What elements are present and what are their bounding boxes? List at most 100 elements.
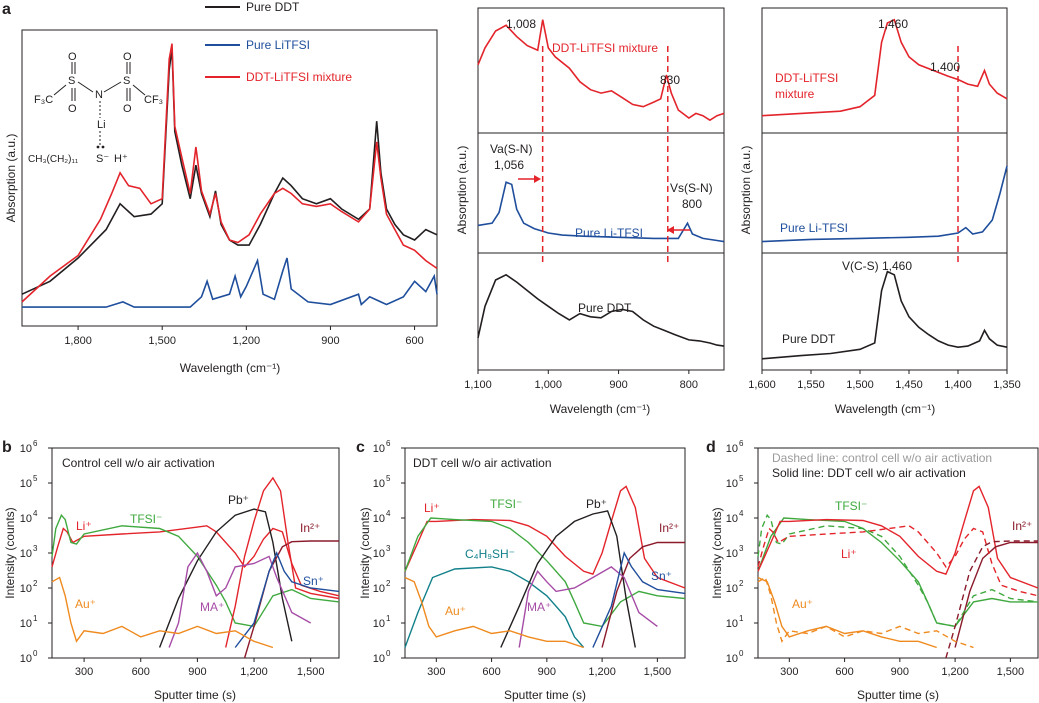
b-x-tick-label: 600 xyxy=(132,666,150,678)
a2-x-tick-label: 900 xyxy=(609,379,627,391)
a2-annotation-va-2: 1,056 xyxy=(494,158,524,172)
c-series-group xyxy=(404,485,686,649)
c-label-sn: Sn⁺ xyxy=(651,569,672,583)
d-y-tick-exponent: 6 xyxy=(739,439,744,448)
structure-li: Li xyxy=(97,119,106,131)
b-y-tick-exponent: 4 xyxy=(33,509,38,518)
c-series-au xyxy=(404,576,584,649)
b-y-tick-label: 10 xyxy=(20,618,32,630)
a1-series-pure-ddt xyxy=(21,48,438,295)
a3-y-axis-label: Absorption (a.u.) xyxy=(739,146,753,235)
structure-o3: O xyxy=(123,51,132,63)
b-title: Control cell w/o air activation xyxy=(62,456,215,470)
a3-x-tick-label: 1,550 xyxy=(797,379,825,391)
d-label-au: Au⁺ xyxy=(792,597,813,611)
c-y-axis-label: Intensity (counts) xyxy=(358,507,372,598)
d-y-tick-label: 10 xyxy=(726,478,738,490)
a3-x-axis-label: Wavelength (cm⁻¹) xyxy=(835,402,936,416)
c-title: DDT cell w/o air activation xyxy=(413,456,552,470)
d-x-tick-label: 600 xyxy=(835,666,853,678)
a1-x-tick-label: 1,800 xyxy=(64,335,92,347)
c-y-tick-exponent: 0 xyxy=(386,649,391,658)
b-y-tick-label: 10 xyxy=(20,513,32,525)
b-y-tick-label: 10 xyxy=(20,478,32,490)
d-y-tick-label: 10 xyxy=(726,513,738,525)
d-series-li-dashed xyxy=(757,525,1039,597)
b-series-in xyxy=(225,476,340,648)
a3-annotation-mixture-1: DDT-LiTFSI xyxy=(775,71,838,85)
d-y-tick-exponent: 3 xyxy=(739,544,744,553)
b-y-tick-exponent: 5 xyxy=(33,474,38,483)
structure-s1: S xyxy=(68,75,75,87)
d-x-ticks: 300 600 900 1,200 1,500 xyxy=(780,658,1024,678)
d-y-tick-label: 10 xyxy=(726,548,738,560)
a2-annotation-mixture: DDT-LiTFSI mixture xyxy=(552,41,658,55)
b-y-axis-label: Intensity (counts) xyxy=(3,507,17,598)
structure-cf3-right: CF₃ xyxy=(144,94,163,106)
b-label-li: Li⁺ xyxy=(76,519,92,533)
d-label-li: Li⁺ xyxy=(841,547,857,561)
d-y-tick-label: 10 xyxy=(726,583,738,595)
structure-o2: O xyxy=(68,103,77,115)
a3-frame xyxy=(761,7,1008,371)
d-series-li xyxy=(757,485,1039,589)
a3-x-tick-label: 1,600 xyxy=(748,379,776,391)
b-series-group xyxy=(51,476,340,659)
litfsi-structure-drawing: F₃C S O O N S O O CF₃ Li CH₃(CH₂)₁₁ S⁻ H… xyxy=(28,51,163,165)
c-series-pb xyxy=(500,510,636,648)
a1-x-tick-label: 900 xyxy=(321,335,339,347)
a2-series-pure-li-tfsi xyxy=(477,181,725,243)
b-series-ma xyxy=(168,551,312,648)
a3-annotation-litfsi: Pure Li-TFSI xyxy=(780,221,848,235)
a1-x-tick-label: 600 xyxy=(405,335,423,347)
structure-n: N xyxy=(95,89,103,101)
a2-dashed-markers xyxy=(541,46,669,263)
c-x-axis-label: Sputter time (s) xyxy=(504,688,586,702)
d-y-tick-label: 10 xyxy=(726,443,738,455)
structure-s-minus: S⁻ xyxy=(96,153,109,165)
a1-x-ticks: 1,800 1,500 1,200 900 600 xyxy=(64,326,424,347)
b-y-tick-exponent: 0 xyxy=(33,649,38,658)
c-x-tick-label: 1,500 xyxy=(644,666,672,678)
c-y-tick-label: 10 xyxy=(373,618,385,630)
b-y-tick-label: 10 xyxy=(20,443,32,455)
b-x-tick-label: 1,500 xyxy=(297,666,325,678)
legend-label-mixture: DDT-LiTFSI mixture xyxy=(246,70,352,84)
c-series-c-h-sh xyxy=(404,566,585,648)
c-y-tick-exponent: 5 xyxy=(386,474,391,483)
c-series-in xyxy=(601,541,685,648)
b-x-axis-label: Sputter time (s) xyxy=(154,688,236,702)
a2-annotation-1008: 1,008 xyxy=(506,17,536,31)
a3-x-tick-label: 1,350 xyxy=(993,379,1021,391)
c-x-ticks: 300 600 900 1,200 1,500 xyxy=(427,658,671,678)
a3-annotation-1400: 1,400 xyxy=(930,60,960,74)
c-x-tick-label: 600 xyxy=(482,666,500,678)
a3-annotation-ddt: Pure DDT xyxy=(782,332,836,346)
c-label-ma: MA⁺ xyxy=(527,600,551,614)
a3-series-pure-li-tfsi xyxy=(761,165,1008,243)
d-y-tick-exponent: 2 xyxy=(739,579,744,588)
d-y-tick-exponent: 4 xyxy=(739,509,744,518)
c-y-tick-label: 10 xyxy=(373,548,385,560)
structure-h-plus: H⁺ xyxy=(114,153,128,165)
legend-label-pure-litfsi: Pure LiTFSI xyxy=(246,38,310,52)
c-label-c4h9sh: C₄H₉SH⁻ xyxy=(465,547,515,561)
d-y-axis-label: Intensity (counts) xyxy=(710,507,724,598)
c-y-tick-label: 10 xyxy=(373,583,385,595)
d-y-tick-exponent: 5 xyxy=(739,474,744,483)
chart-a2: 1,100 1,000 900 800 Wavelength (cm⁻¹) Absor… xyxy=(455,7,725,416)
b-y-tick-exponent: 2 xyxy=(33,579,38,588)
c-x-tick-label: 900 xyxy=(538,666,556,678)
b-series-in xyxy=(243,540,339,659)
b-x-tick-label: 1,200 xyxy=(240,666,268,678)
structure-o4: O xyxy=(123,103,132,115)
a2-annotation-830: 830 xyxy=(660,73,680,87)
structure-bond xyxy=(53,84,67,96)
c-y-tick-exponent: 6 xyxy=(386,439,391,448)
c-y-tick-exponent: 2 xyxy=(386,579,391,588)
chart-a3: 1,600 1,550 1,500 1,450 1,400 1,350 Wavelengt… xyxy=(739,7,1021,416)
